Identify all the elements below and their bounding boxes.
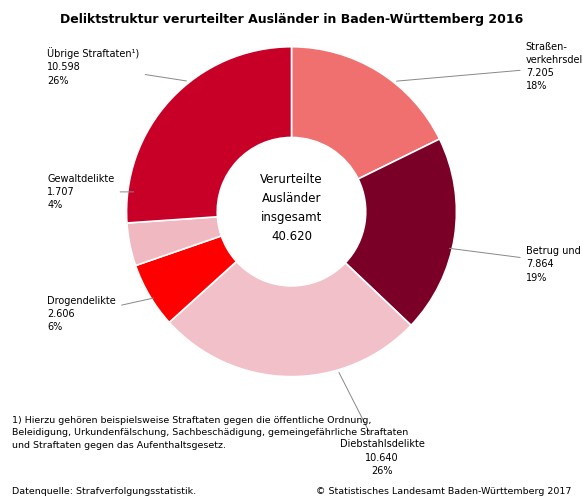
Text: Diebstahlsdelikte
10.640
26%: Diebstahlsdelikte 10.640 26%: [339, 372, 424, 476]
Wedge shape: [169, 262, 411, 376]
Text: Gewaltdelikte
1.707
4%: Gewaltdelikte 1.707 4%: [47, 174, 134, 210]
Text: 1) Hierzu gehören beispielsweise Straftaten gegen die öffentliche Ordnung,
Belei: 1) Hierzu gehören beispielsweise Strafta…: [12, 416, 408, 450]
Text: Deliktstruktur verurteilter Ausländer in Baden-Württemberg 2016: Deliktstruktur verurteilter Ausländer in…: [60, 13, 523, 26]
Text: © Statistisches Landesamt Baden-Württemberg 2017: © Statistisches Landesamt Baden-Württemb…: [316, 487, 571, 496]
Text: Betrug und Untreue
7.864
19%: Betrug und Untreue 7.864 19%: [449, 246, 583, 283]
Wedge shape: [127, 217, 222, 266]
Wedge shape: [292, 47, 440, 179]
Text: Übrige Straftaten¹)
10.598
26%: Übrige Straftaten¹) 10.598 26%: [47, 47, 187, 86]
Text: Drogendelikte
2.606
6%: Drogendelikte 2.606 6%: [47, 296, 153, 332]
Wedge shape: [345, 139, 456, 325]
Wedge shape: [136, 236, 237, 323]
Text: Straßen-
verkehrsdelikte
7.205
18%: Straßen- verkehrsdelikte 7.205 18%: [396, 42, 583, 91]
Text: Datenquelle: Strafverfolgungsstatistik.: Datenquelle: Strafverfolgungsstatistik.: [12, 487, 196, 496]
Wedge shape: [127, 47, 292, 223]
Text: Verurteilte
Ausländer
insgesamt
40.620: Verurteilte Ausländer insgesamt 40.620: [260, 173, 323, 243]
